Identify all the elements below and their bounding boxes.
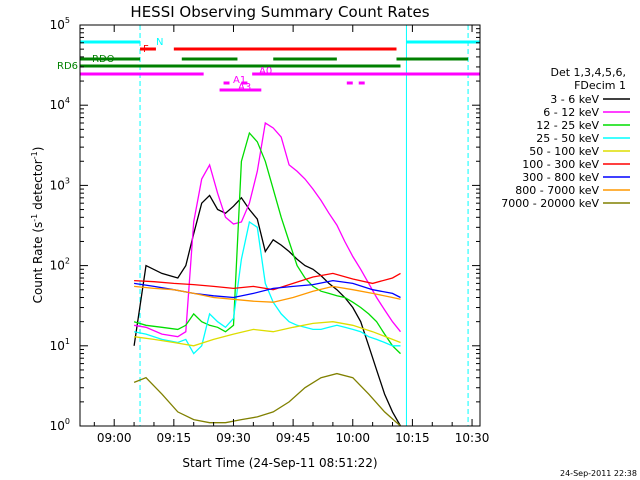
legend-label-3: 25 - 50 keV — [536, 132, 599, 145]
flag-label-a1: A1 — [233, 75, 246, 86]
y-axis-label-main: Count Rate (s — [31, 222, 45, 304]
x-tick-label-0: 09:00 — [97, 431, 132, 445]
y-tick-label-2: 102 — [50, 257, 70, 273]
legend-label-5: 100 - 300 keV — [522, 158, 599, 171]
y-axis-label: Count Rate (s-1 detector-1) — [30, 147, 45, 304]
y-tick-label-1: 101 — [50, 337, 70, 353]
flag-label-a0: A0 — [259, 66, 272, 77]
legend-label-4: 50 - 100 keV — [529, 145, 599, 158]
x-tick-label-3: 09:45 — [276, 431, 311, 445]
legend-label-6: 300 - 800 keV — [522, 171, 599, 184]
legend-label-2: 12 - 25 keV — [536, 119, 599, 132]
axes: 09:00 09:15 09:30 09:45 10:00 10:15 10:30 100 10… — [50, 16, 490, 445]
flag-label-f: F — [143, 44, 149, 55]
y-tick-label-5: 105 — [50, 16, 70, 32]
y-tick-label-0: 100 — [50, 417, 70, 433]
legend-label-0: 3 - 6 keV — [550, 93, 599, 106]
legend-label-8: 7000 - 20000 keV — [501, 197, 599, 210]
legend-label-1: 6 - 12 keV — [543, 106, 599, 119]
series-line-3 — [133, 220, 401, 355]
timestamp: 24-Sep-2011 22:38 — [560, 469, 637, 478]
y-tick-label-3: 103 — [50, 176, 70, 192]
legend-header-1: FDecim 1 — [574, 79, 626, 92]
x-tick-label-5: 10:15 — [395, 431, 430, 445]
y-axis-label-sup: -1 — [30, 214, 39, 222]
flag-label-a3: A3 — [238, 82, 251, 93]
y-axis-label-close: ) — [31, 147, 45, 152]
x-tick-label-2: 09:30 — [216, 431, 251, 445]
y-tick-label-4: 104 — [50, 96, 70, 112]
series-line-1 — [133, 121, 402, 338]
flag-label-n: N — [156, 37, 163, 48]
flag-label-rd6: RD6 — [57, 61, 78, 72]
x-axis-label: Start Time (24-Sep-11 08:51:22) — [182, 456, 377, 470]
flag-label-rdo: RDO — [92, 54, 115, 65]
y-axis-label-sup2: -1 — [30, 151, 39, 159]
series-line-0 — [133, 194, 402, 427]
plot-frame — [79, 24, 481, 427]
series-line-4 — [134, 321, 401, 347]
x-tick-label-6: 10:30 — [455, 431, 490, 445]
series-line-8 — [133, 372, 401, 427]
x-tick-label-1: 09:15 — [157, 431, 192, 445]
y-axis-label-end: detector — [31, 159, 45, 214]
legend-header-0: Det 1,3,4,5,6, — [550, 66, 626, 79]
chart-title: HESSI Observing Summary Count Rates — [130, 3, 429, 21]
series-line-5 — [134, 272, 401, 291]
series-line-7 — [134, 285, 401, 303]
legend-label-7: 800 - 7000 keV — [515, 184, 599, 197]
series-line-2 — [133, 131, 401, 355]
x-tick-label-4: 10:00 — [335, 431, 370, 445]
